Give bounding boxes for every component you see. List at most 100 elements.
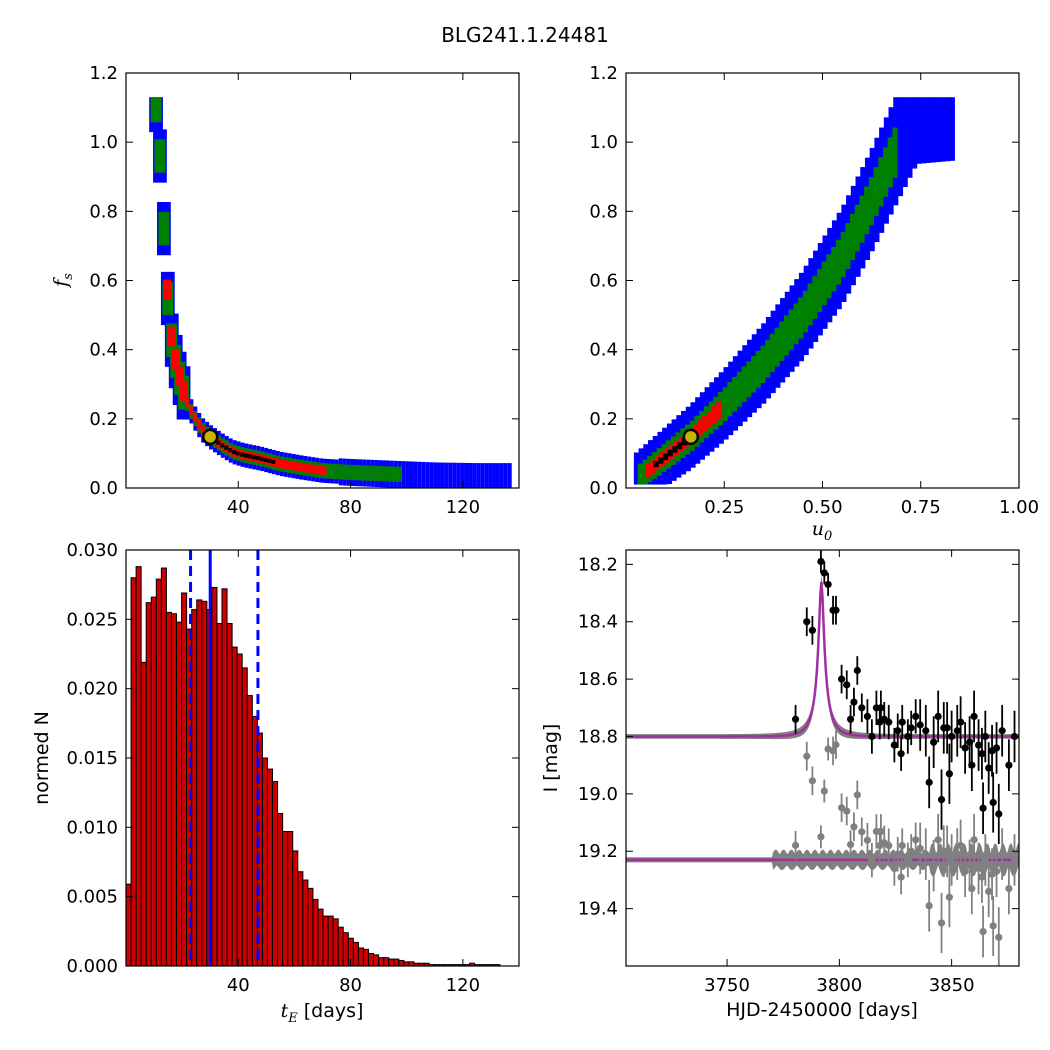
posterior-cell-green [793, 303, 799, 345]
posterior-cell-black [259, 456, 264, 461]
histogram-bar [226, 622, 233, 967]
histogram-bar [191, 609, 198, 967]
posterior-cell-blue [902, 97, 908, 187]
y-tick-label: 1.2 [589, 63, 618, 84]
data-point [846, 715, 855, 723]
y-tick-label: 0.4 [589, 340, 618, 361]
posterior-cell-red [706, 410, 713, 428]
histogram-bar [357, 947, 364, 967]
posterior-cell-red [279, 459, 284, 469]
histogram-bar [201, 600, 208, 967]
histogram-bar [231, 646, 238, 967]
x-tick-label: 1.00 [999, 497, 1039, 518]
posterior-cell-red [163, 279, 172, 300]
data-point [925, 778, 933, 786]
posterior-cell-green [812, 276, 818, 319]
residual-point [885, 842, 893, 850]
residual-point [894, 850, 902, 858]
y-tick-label: 0.0 [89, 478, 118, 499]
posterior-cell-green [382, 466, 386, 482]
posterior-cell-red [294, 462, 299, 472]
posterior-cell-black [251, 455, 256, 460]
posterior-cell-black [255, 455, 260, 461]
data-point [916, 721, 924, 729]
posterior-cell-green [158, 211, 170, 246]
y-tick-label: 0.6 [589, 271, 618, 292]
histogram-bar [272, 781, 279, 967]
posterior-cell-blue [437, 462, 441, 488]
posterior-cell-green [342, 464, 347, 480]
histogram-bar [302, 879, 309, 967]
posterior-cell-green [350, 464, 355, 481]
posterior-cell-green [154, 139, 166, 173]
posterior-cell-blue [468, 462, 473, 488]
posterior-cell-blue [413, 461, 418, 488]
data-point [981, 732, 989, 741]
data-point [898, 718, 906, 726]
data-point [974, 741, 983, 749]
residual-point [897, 873, 905, 881]
histogram-bar [378, 957, 385, 967]
posterior-cell-green [821, 261, 827, 306]
posterior-cell-green [732, 376, 738, 412]
histogram-bar [373, 954, 380, 967]
y-tick-label: 0.2 [89, 409, 118, 430]
posterior-cell-black [667, 449, 673, 457]
posterior-cell-red [314, 465, 319, 475]
histogram-bar [312, 898, 319, 967]
posterior-cell-red [291, 461, 295, 471]
y-tick-label: 0.030 [66, 540, 118, 561]
residual-point [843, 807, 851, 815]
posterior-cell-blue [495, 463, 500, 488]
histogram-bar [135, 566, 142, 967]
posterior-cell-black [653, 461, 659, 468]
posterior-cell-green [864, 186, 870, 235]
panel-fs-vs-tE: 40 80 120 0.0 0.2 0.4 0.6 0.8 1.0 1.2 fs [50, 63, 520, 518]
figure-title: BLG241.1.24481 [441, 23, 609, 47]
residual-point [995, 933, 1003, 941]
posterior-cell-green [330, 463, 335, 479]
data-point [953, 727, 961, 735]
posterior-cell-green [854, 204, 860, 252]
data-point [863, 712, 872, 721]
posterior-cell-green [779, 321, 785, 361]
data-point [904, 732, 912, 741]
posterior-cell-black [662, 453, 669, 461]
residual-point [979, 927, 987, 936]
posterior-cell-green [374, 465, 379, 482]
data-point [843, 681, 851, 689]
posterior-cell-green [783, 315, 790, 356]
posterior-cell-green [831, 247, 837, 292]
posterior-cell-red [188, 405, 193, 415]
posterior-cell-green [150, 97, 162, 123]
posterior-cell-green [362, 465, 367, 481]
posterior-cell-green [798, 297, 804, 339]
histogram-bars [125, 566, 501, 967]
histogram-bar [388, 958, 395, 967]
histogram-bar [408, 961, 415, 967]
x-tick-label: 120 [446, 975, 480, 996]
posterior-cell-black [247, 454, 252, 459]
posterior-cell-red [702, 415, 708, 432]
posterior-cell-red [287, 460, 292, 470]
posterior-cell-green [788, 309, 794, 350]
posterior-cell-red [306, 464, 311, 474]
histogram-bar [317, 908, 324, 967]
residual-point [808, 777, 816, 785]
residual-point [934, 836, 942, 844]
data-point [989, 798, 997, 807]
y-axis-label: normed N [31, 711, 53, 805]
residual-point [953, 850, 961, 858]
posterior-cell-red [275, 458, 280, 468]
x-tick-label: 3800 [816, 975, 862, 996]
posterior-cell-green [802, 290, 808, 333]
data-point [803, 618, 811, 626]
histogram-bar [266, 768, 274, 967]
residual-point [877, 827, 885, 835]
data-point [832, 606, 840, 614]
posterior-cell-black [224, 445, 229, 450]
x-tick-label: 40 [227, 975, 250, 996]
residual-point [791, 841, 800, 849]
posterior-cell-black [263, 457, 268, 462]
residual-point [832, 741, 840, 749]
